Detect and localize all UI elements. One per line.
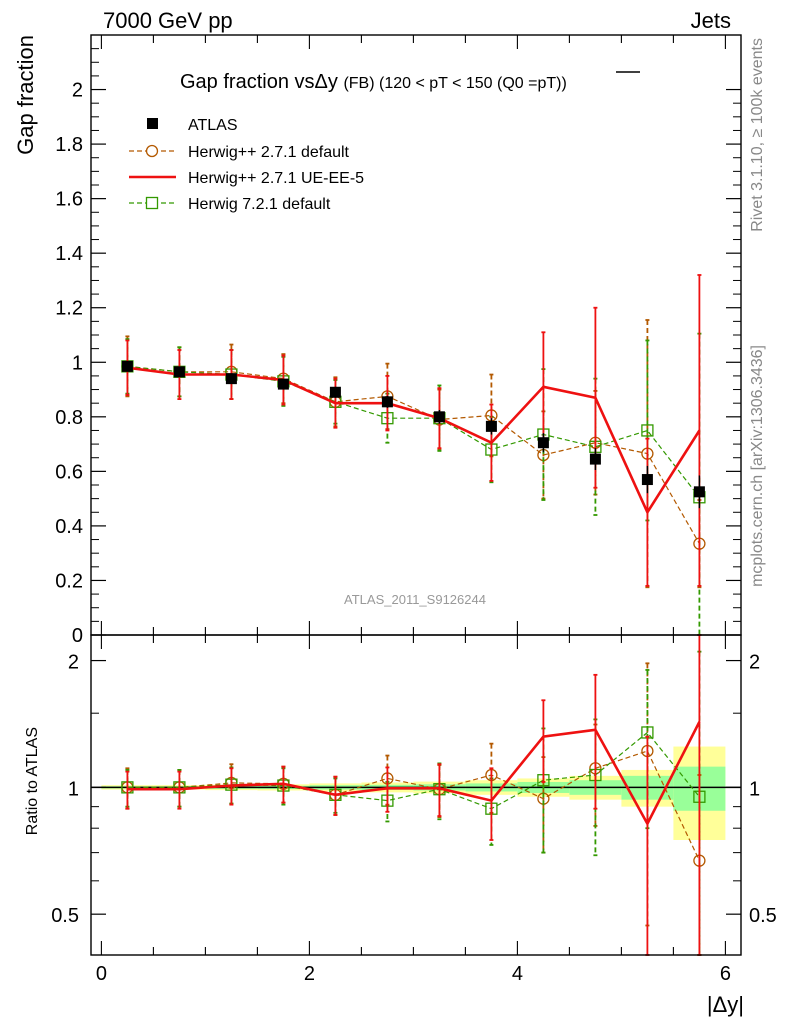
main-ytick-label: 1.2 xyxy=(55,298,83,320)
main-atlas-point xyxy=(433,411,445,423)
ratio-ytick-label-right: 1 xyxy=(749,778,760,800)
ratio-herwig-2-7-1-default-line xyxy=(127,750,700,861)
main-ytick-label: 0.2 xyxy=(55,570,83,592)
main-ytick-label: 0.8 xyxy=(55,407,83,429)
main-atlas-point xyxy=(277,378,289,390)
side-label-mcplots: mcplots.cern.ch [arXiv:1306.3436] xyxy=(749,345,766,587)
chart-title-sub: (FB) (120 < pT < 150 (Q0 = xyxy=(343,75,537,92)
main-atlas-point xyxy=(329,386,341,398)
main-atlas-point xyxy=(537,437,549,449)
xtick-label: 4 xyxy=(512,963,523,985)
main-atlas-point xyxy=(225,373,237,385)
ratio-ytick-label-right: 2 xyxy=(749,652,760,674)
legend-label-herwig-2-7-1-default: Herwig++ 2.7.1 default xyxy=(188,144,350,161)
legend-label-herwig-7-2-1-default: Herwig 7.2.1 default xyxy=(188,196,331,213)
xtick-label: 2 xyxy=(304,963,315,985)
main-herwig-7-2-1-default-line xyxy=(127,365,700,498)
watermark: ATLAS_2011_S9126244 xyxy=(344,592,486,607)
main-herwig-2-7-1-ue-ee-5-line xyxy=(127,366,701,516)
chart-title-main: Gap fraction vsΔy xyxy=(180,71,338,93)
legend: ATLAS Herwig++ 2.7.1 default Herwig++ 2.7.… xyxy=(129,117,364,213)
legend-marker-herwig-7-2-1-default xyxy=(145,196,159,210)
legend-label-atlas: ATLAS xyxy=(188,117,238,134)
main-ytick-label: 2 xyxy=(72,80,83,102)
xlabel: |Δy| xyxy=(707,992,744,1017)
main-ytick-label: 1.4 xyxy=(55,243,83,265)
xtick-label: 6 xyxy=(720,963,731,985)
legend-marker-atlas xyxy=(147,118,158,129)
ratio-ylabel: Ratio to ATLAS xyxy=(24,727,41,835)
chart-title-close: )) xyxy=(556,75,567,92)
ratio-frame xyxy=(90,634,742,956)
main-herwig-2-7-1-default-line xyxy=(127,365,700,544)
main-atlas-point xyxy=(121,360,133,372)
ratio-herwig-7-2-1-default-line xyxy=(127,731,700,810)
main-ytick-label: 0.6 xyxy=(55,461,83,483)
main-atlas-point xyxy=(693,486,705,498)
side-label-rivet: Rivet 3.1.10, ≥ 100k events xyxy=(749,38,766,232)
main-atlas-point xyxy=(381,396,393,408)
ratio-herwig-2-7-1-ue-ee-5-line xyxy=(127,721,701,827)
xtick-label: 0 xyxy=(96,963,107,985)
ratio-ytick-label: 2 xyxy=(68,652,79,674)
ratio-ytick-label: 1 xyxy=(68,778,79,800)
chart-title: Gap fraction vsΔy (FB) (120 < pT < 150 (… xyxy=(180,71,567,93)
main-ytick-label: 0.4 xyxy=(55,516,83,538)
main-ytick-label: 1.6 xyxy=(55,189,83,211)
main-ytick-label: 1 xyxy=(72,352,83,374)
ratio-ytick-label-right: 0.5 xyxy=(749,905,777,927)
main-ytick-label: 1.8 xyxy=(55,134,83,156)
chart-title-pt: pT xyxy=(537,75,556,92)
main-ylabel: Gap fraction xyxy=(13,35,38,155)
main-atlas-point xyxy=(485,420,497,432)
main-atlas-point xyxy=(589,453,601,465)
legend-label-herwig-2-7-1-ue-ee-5: Herwig++ 2.7.1 UE-EE-5 xyxy=(188,170,364,187)
ratio-panel: 0 2 4 6 0.5 0.5 1 1 2 2 xyxy=(51,634,777,985)
legend-marker-herwig-2-7-1-default xyxy=(145,144,159,158)
header-right: Jets xyxy=(691,8,731,33)
main-atlas-point xyxy=(641,474,653,486)
ratio-ytick-label: 0.5 xyxy=(51,905,79,927)
main-ytick-label: 0 xyxy=(72,625,83,647)
header-left: 7000 GeV pp xyxy=(103,8,233,33)
main-herwig-7-2-1-default-point xyxy=(641,424,654,437)
main-panel: 0 0.2 0.4 0.6 0.8 1 1.2 1.4 1.6 1.8 2 xyxy=(55,35,741,647)
main-atlas-point xyxy=(173,366,185,378)
